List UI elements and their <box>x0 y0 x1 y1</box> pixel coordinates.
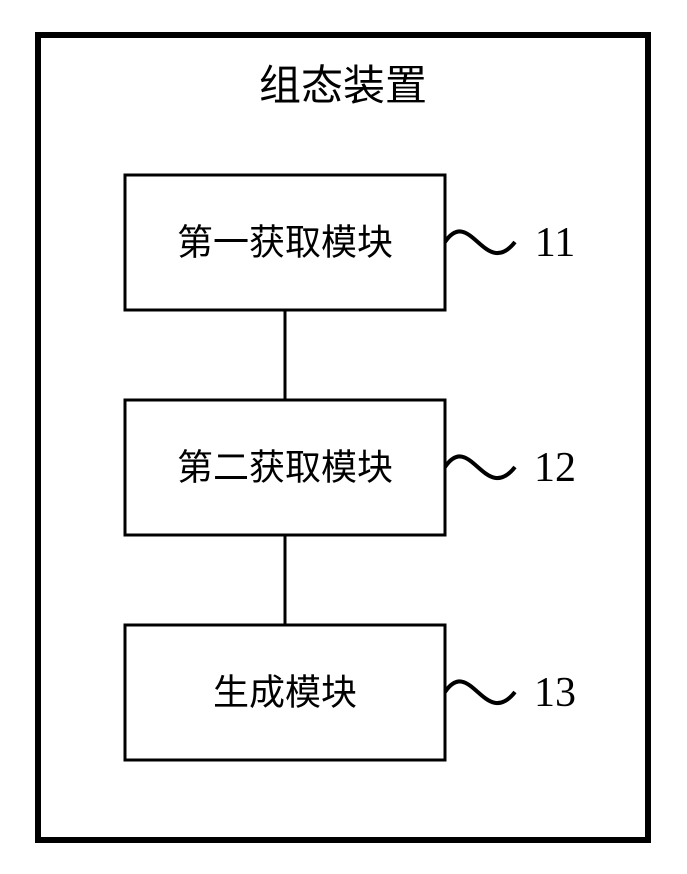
node-n1: 第一获取模块 <box>125 175 445 310</box>
squiggle-icon <box>445 231 515 253</box>
annotation-n1: 11 <box>445 220 575 266</box>
node-n2: 第二获取模块 <box>125 400 445 535</box>
squiggle-icon <box>445 681 515 703</box>
annotation-number-n1: 11 <box>535 220 575 266</box>
node-n3: 生成模块 <box>125 625 445 760</box>
annotation-number-n2: 12 <box>534 445 576 491</box>
annotation-n3: 13 <box>445 670 576 716</box>
node-label-n3: 生成模块 <box>213 673 357 713</box>
annotation-number-n3: 13 <box>534 670 576 716</box>
node-label-n1: 第一获取模块 <box>177 223 393 263</box>
diagram-title: 组态装置 <box>259 64 427 110</box>
diagram-canvas: 组态装置 第一获取模块第二获取模块生成模块 11 12 13 <box>0 0 687 874</box>
annotations-group: 11 12 13 <box>445 220 576 716</box>
nodes-group: 第一获取模块第二获取模块生成模块 <box>125 175 445 760</box>
squiggle-icon <box>445 456 515 478</box>
annotation-n2: 12 <box>445 445 576 491</box>
node-label-n2: 第二获取模块 <box>177 448 393 488</box>
